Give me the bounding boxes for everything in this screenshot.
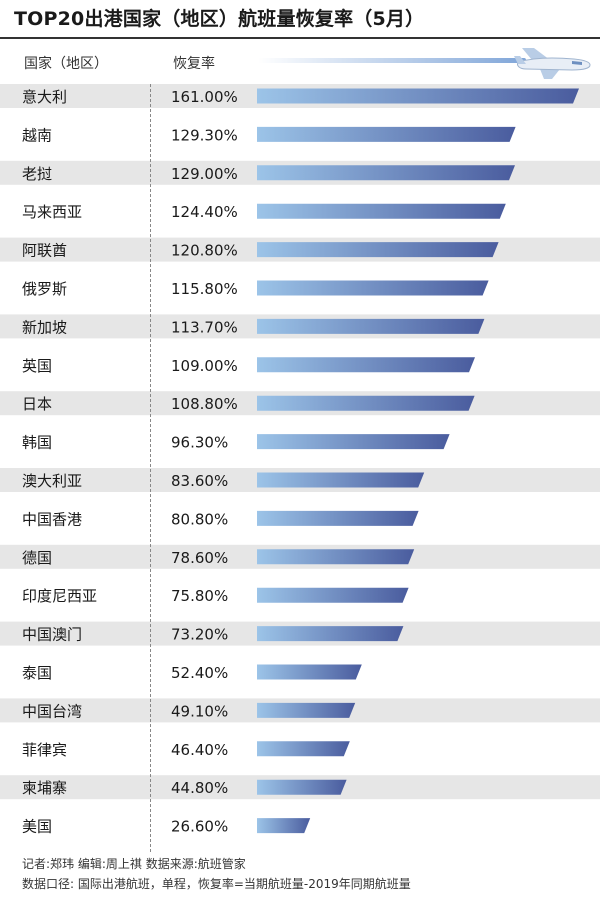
data-label: 115.80% [171, 280, 238, 298]
title-divider [0, 37, 600, 39]
category-label: 菲律宾 [22, 741, 67, 759]
data-label: 78.60% [171, 549, 228, 567]
bar [257, 88, 579, 104]
bar [257, 472, 425, 488]
data-label: 161.00% [171, 88, 238, 106]
category-label: 泰国 [22, 664, 52, 682]
category-label: 日本 [22, 395, 52, 413]
category-label: 澳大利亚 [22, 472, 82, 490]
bar [257, 126, 516, 142]
bar [257, 203, 506, 219]
bar [257, 165, 515, 181]
category-label: 中国香港 [22, 510, 82, 528]
bar [257, 242, 499, 258]
data-label: 129.00% [171, 165, 238, 183]
category-label: 俄罗斯 [22, 280, 67, 298]
bar [257, 664, 362, 680]
rate-column-header: 恢复率 [173, 56, 215, 72]
bar [257, 510, 419, 526]
category-label: 柬埔寨 [22, 779, 67, 797]
data-label: 46.40% [171, 741, 228, 759]
category-label: 马来西亚 [22, 203, 82, 221]
category-label: 德国 [22, 549, 52, 567]
bar [257, 818, 311, 834]
methodology-footer: 数据口径: 国际出港航班，单程，恢复率=当期航班量-2019年同期航班量 [22, 877, 411, 891]
category-label: 老挝 [22, 165, 52, 183]
bar [257, 587, 409, 603]
category-label: 英国 [22, 357, 52, 375]
airplane-icon [514, 48, 591, 79]
data-label: 49.10% [171, 702, 228, 720]
bar [257, 318, 485, 334]
data-label: 124.40% [171, 203, 238, 221]
category-label: 中国澳门 [22, 626, 82, 644]
data-label: 44.80% [171, 779, 228, 797]
bar [257, 702, 356, 718]
data-label: 108.80% [171, 395, 238, 413]
data-label: 52.40% [171, 664, 228, 682]
category-label: 韩国 [22, 434, 52, 452]
data-label: 129.30% [171, 126, 238, 144]
data-label: 96.30% [171, 434, 228, 452]
data-label: 120.80% [171, 242, 238, 260]
credits-footer: 记者:郑玮 编辑:周上祺 数据来源:航班管家 [22, 857, 246, 871]
country-column-header: 国家（地区） [24, 56, 108, 72]
category-label: 意大利 [22, 88, 67, 106]
bar [257, 434, 450, 450]
category-label: 新加坡 [22, 318, 67, 336]
bar [257, 549, 415, 565]
category-label: 越南 [22, 126, 52, 144]
bar [257, 626, 404, 642]
category-label: 美国 [22, 818, 52, 836]
bar [257, 280, 489, 296]
category-label: 阿联酋 [22, 242, 67, 260]
data-label: 80.80% [171, 510, 228, 528]
column-separator [150, 84, 151, 852]
data-label: 83.60% [171, 472, 228, 490]
data-label: 109.00% [171, 357, 238, 375]
chart-title: TOP20出港国家（地区）航班量恢复率（5月） [14, 8, 425, 30]
data-label: 75.80% [171, 587, 228, 605]
data-label: 26.60% [171, 818, 228, 836]
category-label: 印度尼西亚 [22, 587, 97, 605]
plane-trail [258, 58, 526, 63]
data-label: 73.20% [171, 626, 228, 644]
category-label: 中国台湾 [22, 702, 82, 720]
bar [257, 779, 347, 795]
data-label: 113.70% [171, 318, 238, 336]
bar [257, 395, 475, 411]
bar [257, 741, 350, 757]
bar [257, 357, 475, 373]
